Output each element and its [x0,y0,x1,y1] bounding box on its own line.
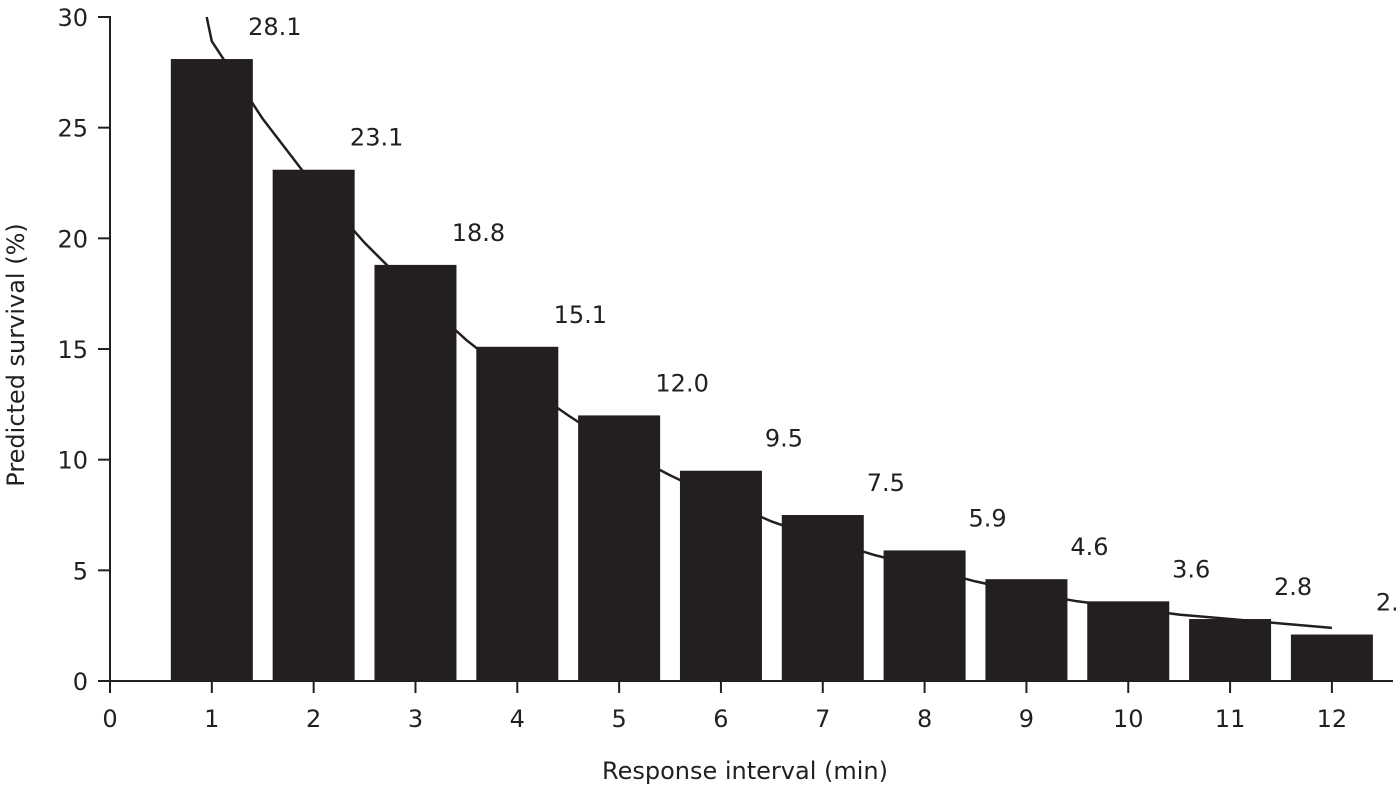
data-label-8: 5.9 [969,504,1007,532]
bar-4 [476,346,559,681]
data-label-9: 4.6 [1070,533,1108,561]
x-tick-label-4: 4 [510,705,525,733]
x-tick-label-3: 3 [408,705,423,733]
bar-1 [170,59,253,681]
bar-7 [781,515,864,681]
y-tick-label-30: 30 [57,4,88,32]
data-label-2: 23.1 [350,124,403,152]
bar-2 [272,169,355,681]
fitted-curve-line [205,16,1333,630]
y-tick-label-5: 5 [73,557,88,585]
bar-3 [374,264,457,681]
x-tick-label-1: 1 [204,705,219,733]
bar-8 [883,550,966,681]
bar-10 [1087,601,1170,681]
x-tick-label-10: 10 [1113,705,1144,733]
bars-layer [170,59,1373,681]
x-tick-label-2: 2 [306,705,321,733]
data-label-5: 12.0 [655,369,708,397]
data-label-12: 2.1 [1376,589,1396,617]
data-label-11: 2.8 [1274,573,1312,601]
x-tick-label-12: 12 [1317,705,1348,733]
bar-11 [1189,619,1272,681]
curve-layer [205,16,1333,630]
y-axis-title: Predicted survival (%) [2,223,30,486]
bar-6 [679,470,762,681]
data-labels-layer: 28.1 23.1 18.8 15.1 12.0 9.5 7.5 5.9 4.6 3.6 2.8 2.… [248,13,1396,616]
x-axis-title: Response interval (min) [602,757,888,785]
y-tick-label-10: 10 [57,447,88,475]
y-tick-label-20: 20 [57,225,88,253]
data-label-7: 7.5 [867,469,905,497]
bar-12 [1290,634,1373,681]
data-label-4: 15.1 [554,301,607,329]
x-tick-label-7: 7 [815,705,830,733]
bar-5 [578,415,661,681]
x-tick-label-6: 6 [713,705,728,733]
x-tick-label-0: 0 [102,705,117,733]
bar-9 [985,579,1068,681]
data-label-3: 18.8 [452,219,505,247]
x-tick-label-11: 11 [1215,705,1246,733]
y-tick-label-25: 25 [57,115,88,143]
y-tick-label-15: 15 [57,336,88,364]
data-label-10: 3.6 [1172,555,1210,583]
x-tick-label-9: 9 [1019,705,1034,733]
x-tick-label-8: 8 [917,705,932,733]
y-tick-label-0: 0 [73,668,88,696]
data-label-1: 28.1 [248,13,301,41]
data-label-6: 9.5 [765,425,803,453]
x-tick-label-5: 5 [611,705,626,733]
